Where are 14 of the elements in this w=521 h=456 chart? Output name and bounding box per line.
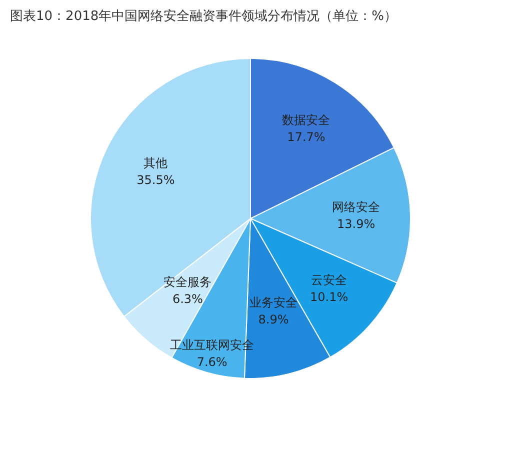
data-label: 7.6% — [196, 354, 228, 369]
data-label: 10.1% — [310, 290, 348, 304]
slice-label: 网络安全 — [332, 200, 380, 214]
slice-label: 其他 — [144, 156, 168, 170]
slice-label: 安全服务 — [164, 275, 212, 290]
data-label: 17.7% — [287, 130, 326, 144]
data-label: 35.5% — [136, 173, 175, 188]
slice-label: 业务安全 — [249, 296, 298, 310]
slice-label: 数据安全 — [282, 112, 330, 127]
data-label: 13.9% — [337, 217, 376, 232]
data-label: 8.9% — [258, 312, 289, 327]
slice-label: 云安全 — [311, 273, 348, 288]
data-label: 6.3% — [172, 292, 203, 306]
chart-title: 图表10：2018年中国网络安全融资事件领域分布情况（单位：%） — [10, 8, 397, 24]
